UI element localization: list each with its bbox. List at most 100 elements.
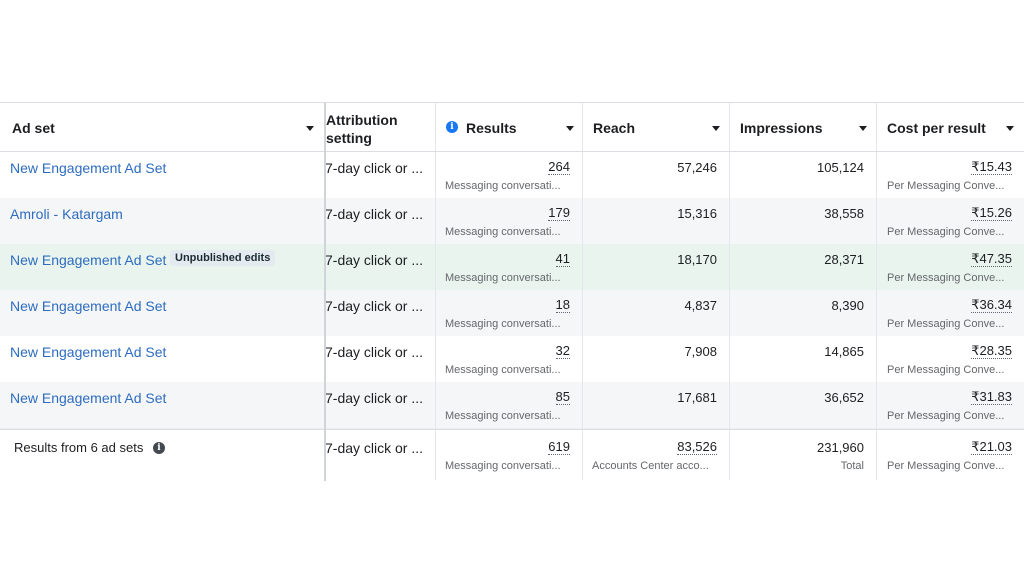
reach-value: 4,837	[684, 298, 717, 313]
reach-total-subtext: Accounts Center acco...	[592, 460, 709, 472]
reach-value: 15,316	[677, 206, 717, 221]
results-cell: 41 Messaging conversati...	[436, 244, 583, 290]
reach-value: 18,170	[677, 252, 717, 267]
results-value[interactable]: 41	[555, 251, 570, 267]
cost-subtext: Per Messaging Conve...	[887, 272, 1005, 284]
column-header-results[interactable]: i Results	[436, 103, 583, 151]
table-row[interactable]: Amroli - Katargam 7-day click or ... 179…	[0, 198, 1024, 245]
results-subtext: Messaging conversati...	[445, 180, 561, 192]
cost-value[interactable]: ₹36.34	[971, 297, 1012, 313]
cost-total-subtext: Per Messaging Conve...	[887, 460, 1005, 472]
ad-set-name-link[interactable]: New Engagement Ad Set	[10, 390, 167, 406]
results-cell: 179 Messaging conversati...	[436, 198, 583, 244]
cost-subtext: Per Messaging Conve...	[887, 226, 1005, 238]
frozen-column-divider[interactable]	[324, 103, 326, 481]
column-header-impressions[interactable]: Impressions	[730, 103, 877, 151]
column-header-label: Ad set	[12, 120, 55, 136]
results-subtext: Messaging conversati...	[445, 226, 561, 238]
ad-sets-table: Ad set Attribution setting i Results Rea…	[0, 102, 1024, 481]
caret-down-icon[interactable]	[566, 126, 574, 131]
reach-value: 17,681	[677, 390, 717, 405]
cost-total-cell: ₹21.03 Per Messaging Conve...	[877, 430, 1024, 480]
column-header-attribution[interactable]: Attribution setting	[325, 103, 436, 151]
attribution-cell: 7-day click or ...	[325, 382, 436, 428]
table-row[interactable]: New Engagement Ad Set Unpublished edits …	[0, 244, 1024, 291]
ad-set-name-link[interactable]: New Engagement Ad Set	[10, 344, 167, 360]
column-header-reach[interactable]: Reach	[583, 103, 730, 151]
results-subtext: Messaging conversati...	[445, 410, 561, 422]
summary-label-cell: Results from 6 ad sets i	[0, 430, 325, 480]
info-icon[interactable]: i	[153, 442, 165, 454]
info-icon[interactable]: i	[446, 121, 458, 133]
ad-set-cell: New Engagement Ad Set	[0, 336, 325, 382]
impressions-value: 14,865	[824, 344, 864, 359]
ad-set-cell: Amroli - Katargam	[0, 198, 325, 244]
attribution-cell: 7-day click or ...	[325, 152, 436, 198]
attribution-value: 7-day click or ...	[325, 390, 424, 406]
results-value[interactable]: 179	[548, 205, 570, 221]
reach-total-value[interactable]: 83,526	[677, 439, 717, 455]
cost-cell: ₹28.35 Per Messaging Conve...	[877, 336, 1024, 382]
ad-set-name-link[interactable]: Amroli - Katargam	[10, 206, 123, 222]
attribution-cell: 7-day click or ...	[325, 290, 436, 336]
ad-set-name-link[interactable]: New Engagement Ad Set	[10, 298, 167, 314]
results-value[interactable]: 264	[548, 159, 570, 175]
table-header: Ad set Attribution setting i Results Rea…	[0, 103, 1024, 152]
summary-row: Results from 6 ad sets i 7-day click or …	[0, 429, 1024, 480]
table-row[interactable]: New Engagement Ad Set 7-day click or ...…	[0, 290, 1024, 337]
results-total-value[interactable]: 619	[548, 439, 570, 455]
unpublished-edits-badge: Unpublished edits	[170, 250, 276, 266]
results-cell: 18 Messaging conversati...	[436, 290, 583, 336]
cost-cell: ₹15.26 Per Messaging Conve...	[877, 198, 1024, 244]
cost-subtext: Per Messaging Conve...	[887, 410, 1005, 422]
column-header-label: Impressions	[740, 120, 823, 136]
impressions-value: 38,558	[824, 206, 864, 221]
impressions-total-value: 231,960	[817, 440, 864, 455]
attribution-value: 7-day click or ...	[325, 344, 424, 360]
column-header-ad-set[interactable]: Ad set	[0, 103, 325, 151]
reach-cell: 57,246	[583, 152, 730, 198]
cost-value[interactable]: ₹31.83	[971, 389, 1012, 405]
attribution-cell: 7-day click or ...	[325, 336, 436, 382]
cost-value[interactable]: ₹15.43	[971, 159, 1012, 175]
impressions-value: 36,652	[824, 390, 864, 405]
reach-total-cell: 83,526 Accounts Center acco...	[583, 430, 730, 480]
results-value[interactable]: 32	[555, 343, 570, 359]
results-value[interactable]: 85	[555, 389, 570, 405]
results-cell: 264 Messaging conversati...	[436, 152, 583, 198]
table-row[interactable]: New Engagement Ad Set 7-day click or ...…	[0, 382, 1024, 429]
impressions-value: 28,371	[824, 252, 864, 267]
attribution-cell: 7-day click or ...	[325, 244, 436, 290]
cost-value[interactable]: ₹15.26	[971, 205, 1012, 221]
column-header-label: Cost per result	[887, 120, 986, 136]
cost-subtext: Per Messaging Conve...	[887, 364, 1005, 376]
cost-total-value[interactable]: ₹21.03	[971, 439, 1012, 455]
impressions-cell: 14,865	[730, 336, 877, 382]
reach-cell: 15,316	[583, 198, 730, 244]
caret-down-icon[interactable]	[306, 126, 314, 131]
ad-set-cell: New Engagement Ad Set	[0, 382, 325, 428]
caret-down-icon[interactable]	[712, 126, 720, 131]
ad-set-cell: New Engagement Ad Set Unpublished edits	[0, 244, 325, 290]
ad-set-name-link[interactable]: New Engagement Ad Set	[10, 252, 167, 268]
results-total-subtext: Messaging conversati...	[445, 460, 561, 472]
ad-set-name-link[interactable]: New Engagement Ad Set	[10, 160, 167, 176]
table-row[interactable]: New Engagement Ad Set 7-day click or ...…	[0, 336, 1024, 383]
caret-down-icon[interactable]	[859, 126, 867, 131]
attribution-cell: 7-day click or ...	[325, 198, 436, 244]
attribution-value: 7-day click or ...	[325, 160, 424, 176]
column-header-cost-per-result[interactable]: Cost per result	[877, 103, 1024, 151]
cost-value[interactable]: ₹28.35	[971, 343, 1012, 359]
impressions-cell: 36,652	[730, 382, 877, 428]
reach-value: 57,246	[677, 160, 717, 175]
caret-down-icon[interactable]	[1006, 126, 1014, 131]
cost-subtext: Per Messaging Conve...	[887, 318, 1005, 330]
cost-value[interactable]: ₹47.35	[971, 251, 1012, 267]
impressions-cell: 8,390	[730, 290, 877, 336]
results-subtext: Messaging conversati...	[445, 318, 561, 330]
results-value[interactable]: 18	[555, 297, 570, 313]
reach-cell: 4,837	[583, 290, 730, 336]
impressions-cell: 38,558	[730, 198, 877, 244]
table-row[interactable]: New Engagement Ad Set 7-day click or ...…	[0, 152, 1024, 199]
impressions-total-subtext: Total	[840, 460, 864, 472]
